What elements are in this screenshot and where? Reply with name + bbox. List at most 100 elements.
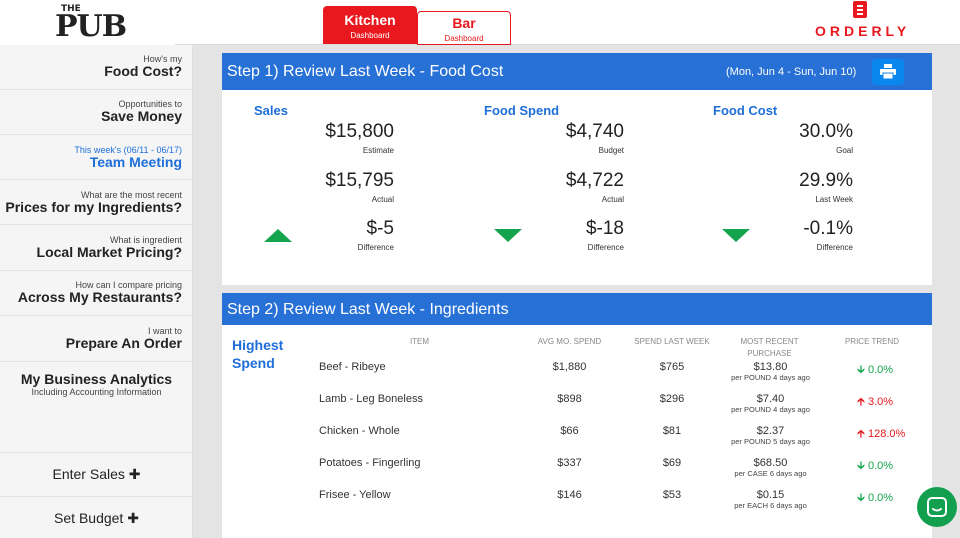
sidebar-item-label: Across My Restaurants?: [17, 289, 182, 305]
row-item: Lamb - Leg Boneless: [319, 393, 423, 405]
metric-value: $4,740: [565, 121, 624, 142]
metric-value: $-5: [366, 218, 394, 239]
food-spend-difference: $-18 Difference: [514, 218, 624, 252]
sidebar-item-team-meeting[interactable]: This week's (06/11 - 06/17) Team Meeting: [0, 135, 193, 180]
sidebar-item-label: Food Cost?: [104, 63, 182, 79]
row-price-trend: 🡳 0.0%: [857, 457, 893, 476]
row-price: $13.80: [753, 361, 788, 373]
metric-label: Difference: [816, 243, 853, 252]
metric-value: 29.9%: [799, 170, 853, 191]
table-row[interactable]: Beef - Ribeye $1,880 $765 $13.80 per POU…: [222, 359, 932, 389]
row-item: Beef - Ribeye: [319, 361, 386, 373]
clipboard-icon: [853, 1, 867, 18]
sidebar-item-compare-restaurants[interactable]: How can I compare pricing Across My Rest…: [0, 271, 193, 316]
logo-the: THE: [61, 4, 81, 14]
metric-value: $4,722: [565, 170, 624, 191]
row-recent-purchase: $0.15 per EACH 6 days ago: [718, 489, 823, 510]
metric-value: $15,800: [325, 121, 394, 142]
col-header-most-recent: MOST RECENT PURCHASE: [740, 337, 799, 358]
top-bar: THE PUB Kitchen Dashboard Bar Dashboard …: [0, 0, 960, 45]
tab-bar-sub: Dashboard: [444, 34, 484, 43]
row-avg-spend: $898: [557, 393, 582, 405]
row-item: Potatoes - Fingerling: [319, 457, 421, 469]
sidebar-item-small: This week's (06/11 - 06/17): [74, 145, 182, 155]
pub-logo[interactable]: THE PUB: [55, 4, 127, 44]
sidebar-item-food-cost[interactable]: How's my Food Cost?: [0, 45, 193, 90]
set-budget-button[interactable]: Set Budget ✚: [0, 497, 193, 538]
tab-kitchen-label: Kitchen: [344, 12, 396, 28]
trend-down-icon: [494, 229, 522, 242]
metric-value: -0.1%: [803, 218, 853, 239]
set-budget-label: Set Budget ✚: [54, 510, 139, 526]
row-trend-value: 128.0%: [867, 428, 906, 440]
row-avg-spend: $66: [560, 425, 579, 437]
table-row[interactable]: Potatoes - Fingerling $337 $69 $68.50 pe…: [222, 455, 932, 485]
food-cost-goal: 30.0% Goal: [743, 121, 853, 155]
sidebar-item-prepare-order[interactable]: I want to Prepare An Order: [0, 316, 193, 362]
table-row[interactable]: Lamb - Leg Boneless $898 $296 $7.40 per …: [222, 391, 932, 421]
food-cost-column: Food Cost 30.0% Goal 29.9% Last Week -0.…: [682, 90, 912, 280]
row-item: Frisee - Yellow: [319, 489, 391, 501]
sales-title: Sales: [254, 103, 288, 118]
tab-kitchen-dashboard[interactable]: Kitchen Dashboard: [323, 6, 417, 44]
sidebar-item-label: Prices for my Ingredients?: [5, 199, 182, 215]
sidebar-item-label: Save Money: [101, 108, 182, 124]
row-recent-purchase: $2.37 per POUND 5 days ago: [718, 425, 823, 446]
logo-pub: PUB: [55, 9, 127, 44]
row-recent-purchase: $68.50 per CASE 6 days ago: [718, 457, 823, 478]
enter-sales-button[interactable]: Enter Sales ✚: [0, 453, 193, 497]
tab-bar-dashboard[interactable]: Bar Dashboard: [417, 11, 511, 45]
orderly-wordmark: ORDERLY: [815, 23, 911, 39]
row-last-week: $765: [659, 361, 685, 373]
trend-up-icon: [264, 229, 292, 242]
step1-header: Step 1) Review Last Week - Food Cost (Mo…: [222, 53, 932, 90]
row-price-detail: per POUND 4 days ago: [731, 405, 810, 414]
sidebar-item-label: My Business Analytics: [20, 371, 173, 387]
row-recent-purchase: $13.80 per POUND 4 days ago: [718, 361, 823, 382]
sidebar-item-local-market-pricing[interactable]: What is ingredient Local Market Pricing?: [0, 225, 193, 271]
col-header-item: ITEM: [409, 337, 430, 346]
row-trend-value: 3.0%: [867, 396, 894, 408]
row-trend-value: 0.0%: [867, 492, 894, 504]
orderly-brand[interactable]: ORDERLY: [815, 0, 911, 45]
row-price-detail: per POUND 4 days ago: [731, 373, 810, 382]
step1-date-range: (Mon, Jun 4 - Sun, Jun 10): [726, 66, 857, 78]
row-price-trend: 🡱 3.0%: [857, 393, 893, 412]
sales-actual: $15,795 Actual: [284, 170, 394, 204]
row-avg-spend: $146: [557, 489, 582, 501]
sidebar-item-save-money[interactable]: Opportunities to Save Money: [0, 90, 193, 135]
sales-difference: $-5 Difference: [284, 218, 394, 252]
food-spend-title: Food Spend: [484, 103, 560, 118]
trend-down-icon: [722, 229, 750, 242]
sales-estimate: $15,800 Estimate: [284, 121, 394, 155]
metric-label: Last Week: [815, 195, 853, 204]
row-price: $2.37: [756, 425, 785, 437]
arrow-down-icon: 🡳: [857, 364, 865, 376]
sidebar-item-small: What is ingredient: [109, 235, 182, 245]
logo-area: THE PUB: [0, 0, 175, 45]
food-cost-title: Food Cost: [713, 103, 778, 118]
table-row[interactable]: Chicken - Whole $66 $81 $2.37 per POUND …: [222, 423, 932, 453]
row-avg-spend: $1,880: [552, 361, 587, 373]
tab-kitchen-sub: Dashboard: [350, 31, 390, 40]
sidebar-item-small: Opportunities to: [118, 99, 182, 109]
tab-bar-label: Bar: [452, 15, 476, 31]
sidebar-item-business-analytics[interactable]: My Business Analytics Including Accounti…: [0, 362, 193, 453]
chat-button[interactable]: [917, 487, 957, 527]
row-trend-value: 0.0%: [867, 460, 894, 472]
print-button[interactable]: [872, 59, 904, 85]
row-trend-value: 0.0%: [867, 364, 894, 376]
sidebar-item-small: How can I compare pricing: [75, 280, 182, 290]
step2-header: Step 2) Review Last Week - Ingredients: [222, 293, 932, 325]
col-header-spend-last-week: SPEND LAST WEEK: [634, 337, 710, 346]
table-row[interactable]: Frisee - Yellow $146 $53 $0.15 per EACH …: [222, 487, 932, 517]
col-header-price-trend: PRICE TREND: [844, 337, 900, 346]
food-spend-column: Food Spend $4,740 Budget $4,722 Actual $…: [452, 90, 682, 280]
metric-label: Goal: [836, 146, 853, 155]
sidebar-item-label: Local Market Pricing?: [36, 244, 182, 260]
arrow-down-icon: 🡳: [857, 492, 865, 504]
row-price: $0.15: [756, 489, 785, 501]
metric-label: Difference: [587, 243, 624, 252]
sidebar-item-small: I want to: [147, 326, 182, 336]
sidebar-item-ingredient-prices[interactable]: What are the most recent Prices for my I…: [0, 180, 193, 225]
